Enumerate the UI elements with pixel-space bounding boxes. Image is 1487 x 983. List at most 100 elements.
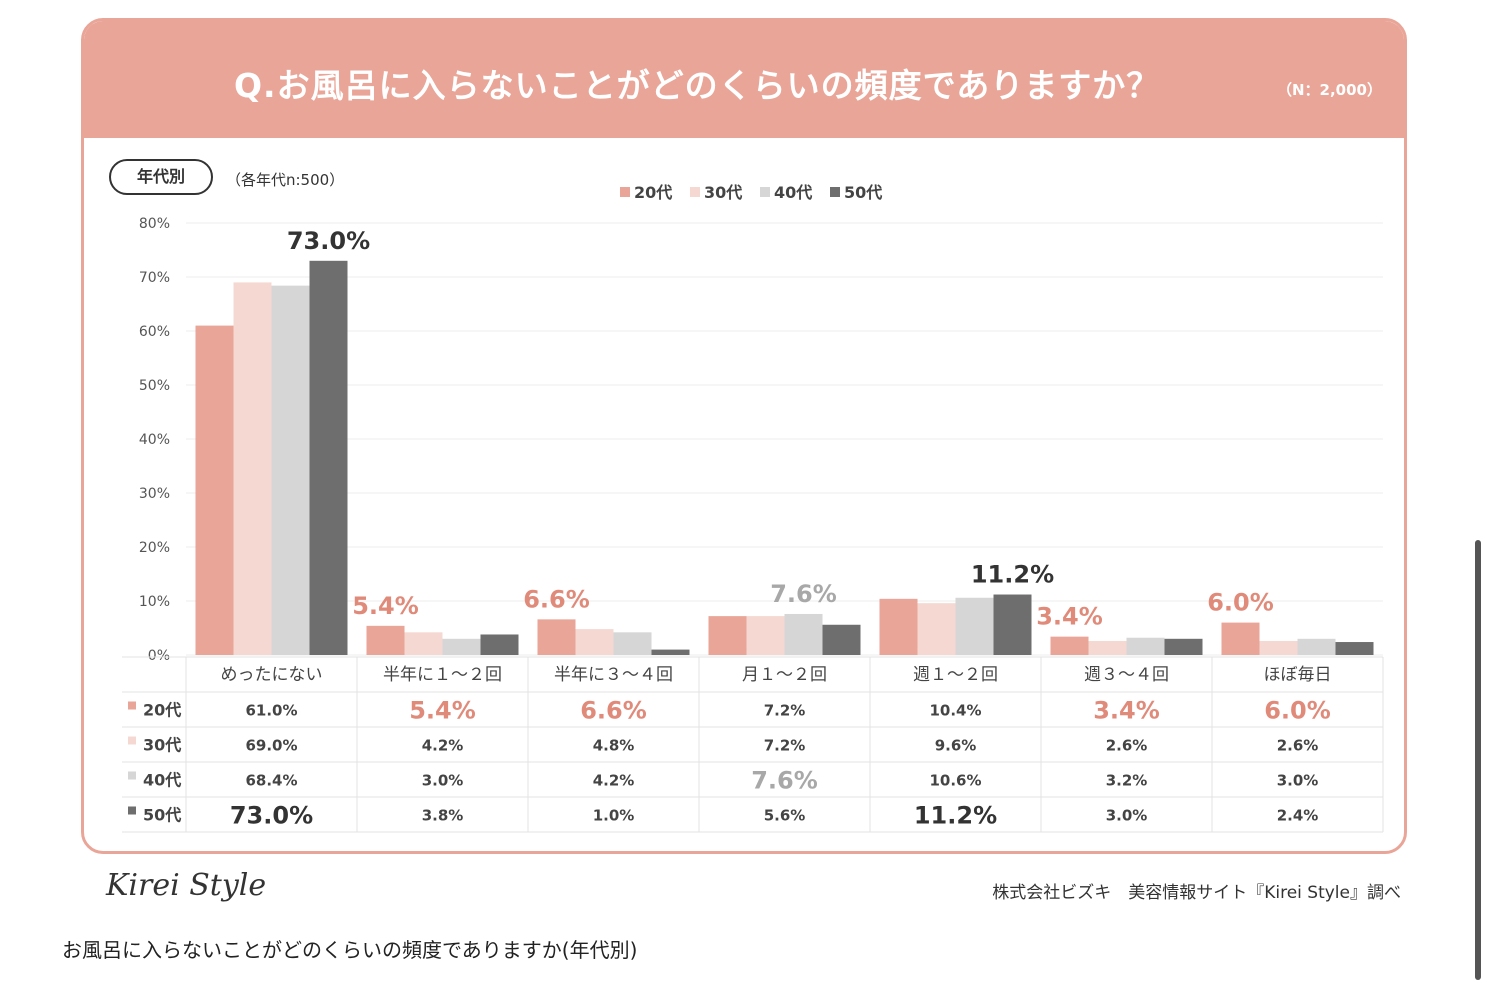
bar: [917, 603, 956, 655]
bar: [366, 625, 405, 655]
bar: [537, 619, 576, 655]
bar: [784, 613, 823, 655]
row-swatch: [128, 771, 136, 780]
category-label: 半年に１～２回: [383, 665, 502, 685]
category-label: 月１～２回: [742, 665, 827, 685]
question-title: Q.お風呂に入らないことがどのくらいの頻度でありますか？: [234, 66, 1161, 105]
category-label: 週３～４回: [1084, 665, 1169, 685]
table-cell: 73.0%: [230, 802, 313, 830]
bar: [442, 638, 481, 655]
bar: [1221, 622, 1260, 655]
table-cell: 5.4%: [409, 697, 476, 725]
table-cell: 7.6%: [751, 767, 818, 795]
table-cell: 10.4%: [929, 702, 981, 720]
legend-swatch: [760, 187, 770, 197]
category-label: めったにない: [221, 665, 323, 685]
row-swatch: [128, 806, 136, 815]
row-label: 30代: [143, 736, 181, 755]
table-cell: 2.4%: [1277, 807, 1319, 825]
bar: [1126, 637, 1165, 655]
table-cell: 3.8%: [422, 807, 464, 825]
table-cell: 4.2%: [422, 737, 464, 755]
table-cell: 11.2%: [914, 802, 997, 830]
y-tick-label: 50%: [139, 378, 170, 394]
y-tick-label: 20%: [139, 540, 170, 556]
table-cell: 3.0%: [1277, 772, 1319, 790]
table-cell: 6.6%: [580, 697, 647, 725]
y-tick-label: 0%: [148, 648, 170, 664]
bar: [1297, 638, 1336, 655]
legend-label: 30代: [704, 183, 742, 202]
y-tick-label: 40%: [139, 432, 170, 448]
bar: [480, 634, 519, 655]
data-label: 5.4%: [352, 592, 419, 620]
scrollbar[interactable]: [1475, 540, 1481, 980]
bar: [746, 616, 785, 655]
segment-pill: 年代別: [109, 159, 213, 195]
row-swatch: [128, 736, 136, 745]
table-cell: 61.0%: [245, 702, 297, 720]
table-cell: 7.2%: [764, 702, 806, 720]
table-cell: 4.8%: [593, 737, 635, 755]
row-label: 50代: [143, 806, 181, 825]
legend-label: 20代: [634, 183, 672, 202]
category-label: 週１～２回: [913, 665, 998, 685]
y-tick-label: 10%: [139, 594, 170, 610]
question-header: Q.お風呂に入らないことがどのくらいの頻度でありますか？ （N：2,000）: [84, 21, 1404, 138]
bar: [651, 649, 690, 655]
table-cell: 3.0%: [1106, 807, 1148, 825]
bar: [1164, 638, 1203, 655]
legend-label: 40代: [774, 183, 812, 202]
bar: [1050, 636, 1089, 655]
bar: [1259, 640, 1298, 655]
bar: [195, 325, 234, 655]
bar: [955, 597, 994, 655]
table-cell: 3.2%: [1106, 772, 1148, 790]
y-tick-label: 60%: [139, 324, 170, 340]
bar: [613, 632, 652, 655]
data-label: 11.2%: [971, 561, 1054, 589]
bar: [1088, 640, 1127, 655]
table-cell: 68.4%: [245, 772, 297, 790]
data-label: 6.0%: [1207, 589, 1274, 617]
data-label: 73.0%: [287, 227, 370, 255]
y-tick-label: 80%: [139, 216, 170, 232]
bar: [822, 624, 861, 655]
bar: [271, 285, 310, 655]
bar: [879, 598, 918, 655]
legend-swatch: [690, 187, 700, 197]
sample-size-note: （N：2,000）: [1276, 81, 1382, 99]
table-cell: 3.4%: [1093, 697, 1160, 725]
table-cell: 3.0%: [422, 772, 464, 790]
table-cell: 6.0%: [1264, 697, 1331, 725]
source-credit: 株式会社ビズキ 美容情報サイト『Kirei Style』調べ: [992, 883, 1401, 903]
table-cell: 10.6%: [929, 772, 981, 790]
bar: [404, 632, 443, 655]
category-label: ほぼ毎日: [1264, 665, 1332, 685]
legend-swatch: [620, 187, 630, 197]
data-label: 6.6%: [523, 585, 590, 613]
segment-note: （各年代n:500）: [226, 171, 345, 189]
bar: [708, 616, 747, 655]
y-tick-label: 70%: [139, 270, 170, 286]
data-label: 7.6%: [770, 580, 837, 608]
row-label: 20代: [143, 701, 181, 720]
image-caption: お風呂に入らないことがどのくらいの頻度でありますか(年代別): [62, 938, 638, 962]
table-cell: 69.0%: [245, 737, 297, 755]
bar: [1335, 642, 1374, 655]
legend-swatch: [830, 187, 840, 197]
bar: [575, 629, 614, 655]
table-cell: 2.6%: [1106, 737, 1148, 755]
table-cell: 7.2%: [764, 737, 806, 755]
table-cell: 5.6%: [764, 807, 806, 825]
table-cell: 4.2%: [593, 772, 635, 790]
y-tick-label: 30%: [139, 486, 170, 502]
row-label: 40代: [143, 771, 181, 790]
bar: [309, 260, 348, 655]
table-cell: 1.0%: [593, 807, 635, 825]
table-cell: 9.6%: [935, 737, 977, 755]
bar: [993, 594, 1032, 655]
row-swatch: [128, 701, 136, 710]
legend-label: 50代: [844, 183, 882, 202]
